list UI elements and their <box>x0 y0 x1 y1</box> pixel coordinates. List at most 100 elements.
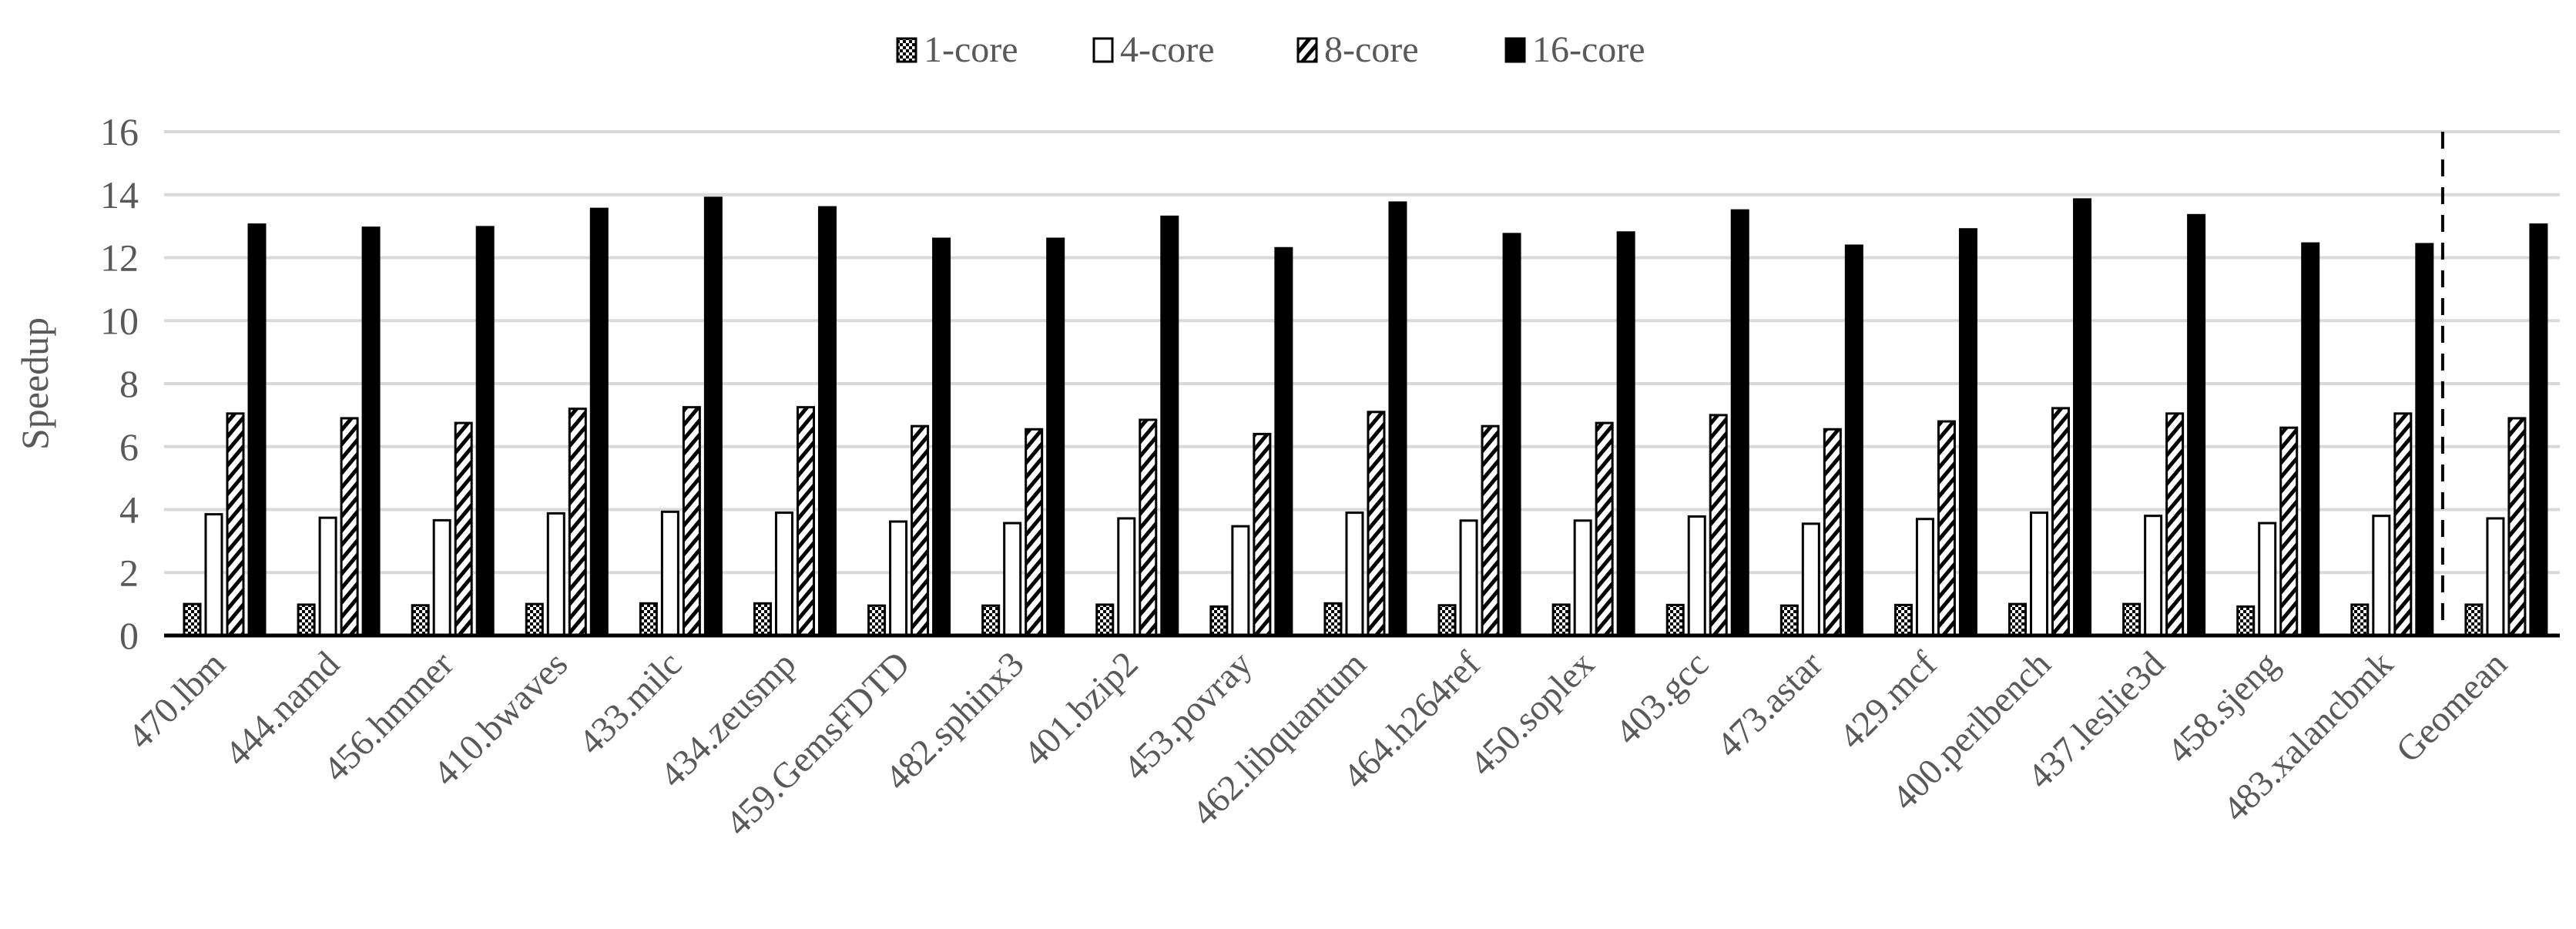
bar-1-core-459.GemsFDTD <box>867 604 887 637</box>
bar-16-core-453.povray <box>1274 247 1293 637</box>
bar-16-core-462.libquantum <box>1388 201 1407 637</box>
bar-1-core-429.mcf <box>1893 603 1913 637</box>
bar-1-core-453.povray <box>1209 605 1229 637</box>
x-tick-label: 470.lbm <box>120 644 233 757</box>
legend: 1-core 4-core 8-core 16-core <box>896 29 1645 70</box>
bar-16-core-470.lbm <box>247 223 267 637</box>
bar-1-core-450.soplex <box>1551 603 1571 637</box>
y-tick-label: 14 <box>100 173 139 216</box>
bar-4-core-437.leslie3d <box>2144 515 2163 637</box>
legend-swatch <box>896 37 917 63</box>
bar-16-core-482.sphinx3 <box>1046 237 1065 637</box>
y-tick-label: 8 <box>119 362 139 405</box>
bar-16-core-464.h264ref <box>1502 233 1521 637</box>
bar-4-core-456.hmmer <box>432 518 451 637</box>
bar-16-core-400.perlbench <box>2073 198 2092 637</box>
bar-8-core-470.lbm <box>226 412 245 637</box>
bar-8-core-456.hmmer <box>454 421 473 637</box>
bar-4-core-470.lbm <box>204 513 223 637</box>
x-tick-label: 429.mcf <box>1832 644 1945 757</box>
bar-4-core-403.gcc <box>1687 515 1706 637</box>
bar-1-core-464.h264ref <box>1437 604 1457 637</box>
bar-1-core-483.xalancbmk <box>2350 603 2370 637</box>
bar-16-core-434.zeusmp <box>817 206 837 637</box>
bar-4-core-429.mcf <box>1915 518 1934 637</box>
bar-16-core-483.xalancbmk <box>2415 243 2434 637</box>
legend-label: 8-core <box>1324 29 1419 70</box>
bar-8-core-403.gcc <box>1709 414 1728 637</box>
bar-16-core-458.sjeng <box>2301 242 2320 637</box>
bar-16-core-410.bwaves <box>589 207 609 637</box>
legend-item-4-core: 4-core <box>1092 29 1215 70</box>
x-tick-label: Geomean <box>2389 644 2515 770</box>
x-tick-label: 433.milc <box>571 644 689 763</box>
bar-8-core-482.sphinx3 <box>1025 428 1044 637</box>
bar-16-core-Geomean <box>2529 223 2548 637</box>
bar-8-core-458.sjeng <box>2279 426 2299 637</box>
bar-16-core-429.mcf <box>1958 228 1977 637</box>
bar-8-core-464.h264ref <box>1481 424 1500 637</box>
bar-1-core-444.namd <box>297 603 316 637</box>
bar-8-core-433.milc <box>682 406 701 637</box>
legend-item-16-core: 16-core <box>1504 29 1645 70</box>
bar-1-core-403.gcc <box>1665 603 1685 637</box>
bar-8-core-450.soplex <box>1595 421 1614 637</box>
bar-4-core-483.xalancbmk <box>2372 515 2391 637</box>
bar-8-core-453.povray <box>1253 432 1272 637</box>
y-tick-label: 6 <box>119 425 139 468</box>
bar-4-core-482.sphinx3 <box>1003 522 1022 637</box>
bar-8-core-444.namd <box>340 417 359 637</box>
legend-swatch <box>1296 37 1318 63</box>
bar-16-core-459.GemsFDTD <box>932 237 951 637</box>
bar-8-core-459.GemsFDTD <box>911 424 930 637</box>
bar-8-core-410.bwaves <box>568 407 587 637</box>
bar-4-core-401.bzip2 <box>1117 517 1136 637</box>
bar-4-core-459.GemsFDTD <box>889 520 908 637</box>
y-tick-label: 12 <box>100 236 139 280</box>
bar-1-core-433.milc <box>639 602 658 637</box>
y-tick-label: 4 <box>119 488 139 532</box>
bar-8-core-434.zeusmp <box>796 406 815 637</box>
bar-16-core-403.gcc <box>1730 209 1749 637</box>
bar-4-core-410.bwaves <box>546 511 565 637</box>
bar-1-core-458.sjeng <box>2236 605 2256 637</box>
bar-4-core-450.soplex <box>1573 519 1592 637</box>
bar-8-core-401.bzip2 <box>1139 418 1158 637</box>
bar-4-core-Geomean <box>2486 517 2505 637</box>
y-axis-ticks: 0 2 4 6 8 10 12 14 16 <box>100 110 139 657</box>
bar-4-core-400.perlbench <box>2030 511 2049 637</box>
bar-1-core-462.libquantum <box>1323 602 1343 637</box>
bar-16-core-444.namd <box>361 226 381 637</box>
bar-16-core-473.astar <box>1844 244 1863 637</box>
x-tick-label: 450.soplex <box>1462 644 1602 784</box>
bar-8-core-400.perlbench <box>2051 407 2071 637</box>
bar-4-core-444.namd <box>318 516 337 637</box>
y-tick-label: 16 <box>100 110 139 153</box>
bar-1-core-401.bzip2 <box>1095 603 1115 637</box>
y-tick-label: 0 <box>119 614 139 657</box>
bar-16-core-437.leslie3d <box>2187 213 2206 637</box>
bar-16-core-456.hmmer <box>475 226 495 637</box>
bar-4-core-473.astar <box>1801 522 1820 637</box>
bar-1-core-482.sphinx3 <box>981 604 1001 637</box>
y-axis-label: Speedup <box>13 317 56 450</box>
bar-1-core-Geomean <box>2464 603 2484 637</box>
bar-1-core-410.bwaves <box>525 602 544 637</box>
x-tick-label: 473.astar <box>1709 644 1830 766</box>
bar-1-core-473.astar <box>1779 604 1799 637</box>
bar-4-core-434.zeusmp <box>774 511 793 637</box>
bar-8-core-483.xalancbmk <box>2393 412 2413 637</box>
bar-16-core-433.milc <box>703 196 723 637</box>
bar-8-core-437.leslie3d <box>2165 412 2185 637</box>
bar-4-core-462.libquantum <box>1345 511 1364 637</box>
legend-label: 4-core <box>1120 29 1215 70</box>
bar-4-core-453.povray <box>1231 525 1250 637</box>
bar-8-core-473.astar <box>1823 428 1842 637</box>
bar-1-core-400.perlbench <box>2008 602 2028 637</box>
bar-1-core-434.zeusmp <box>753 602 772 637</box>
bar-8-core-462.libquantum <box>1367 411 1386 637</box>
legend-label: 16-core <box>1532 29 1645 70</box>
bar-16-core-401.bzip2 <box>1160 215 1179 637</box>
bar-1-core-456.hmmer <box>411 604 430 637</box>
